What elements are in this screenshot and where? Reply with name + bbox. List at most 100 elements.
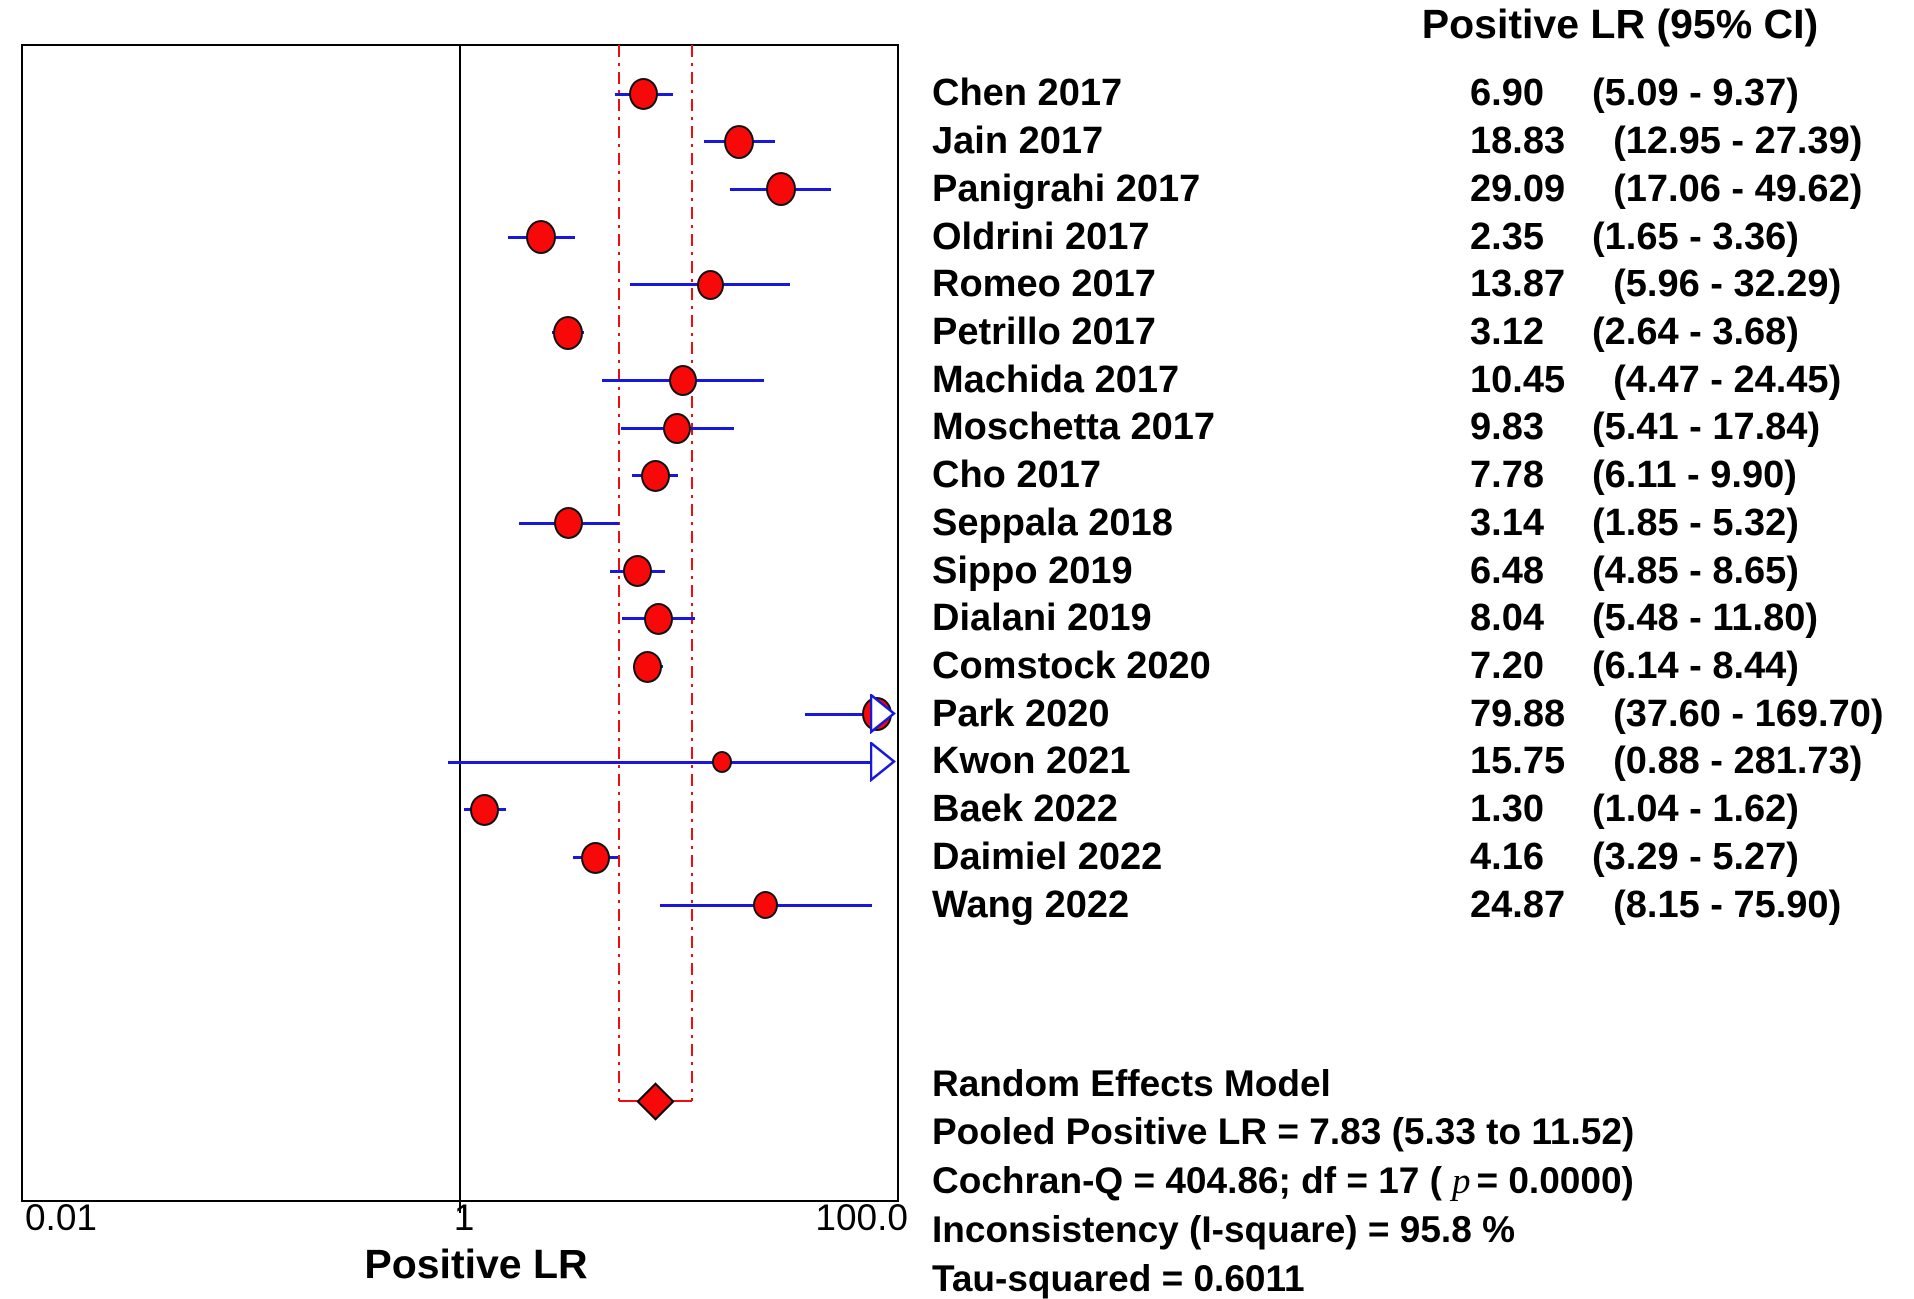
study-ci: (4.47 - 24.45) (1613, 358, 1842, 401)
study-estimate: 18.83 (1470, 120, 1566, 163)
study-ci: (37.60 - 169.70) (1613, 692, 1884, 735)
summary-block: Random Effects Model Pooled Positive LR =… (932, 1060, 1914, 1299)
study-label: Wang 2022 (932, 883, 1130, 926)
study-row: Baek 2022 1.30 (1.04 - 1.62) (932, 786, 1914, 834)
study-marker (581, 841, 611, 874)
study-ci: (0.88 - 281.73) (1613, 740, 1863, 783)
x-tick-min: 0.01 (24, 1197, 97, 1238)
study-marker (554, 507, 584, 540)
study-row: Seppala 2018 3.14 (1.85 - 5.32) (932, 499, 1914, 547)
summary-line: Pooled Positive LR = 7.83 (5.33 to 11.52… (932, 1111, 1635, 1153)
study-row: Daimiel 2022 4.16 (3.29 - 5.27) (932, 834, 1914, 882)
study-label: Moschetta 2017 (932, 406, 1216, 449)
study-row: Oldrini 2017 2.35 (1.65 - 3.36) (932, 213, 1914, 261)
study-ci: (5.09 - 9.37) (1591, 72, 1799, 115)
study-row: Kwon 2021 15.75 (0.88 - 281.73) (932, 738, 1914, 786)
study-table: Chen 2017 6.90 (5.09 - 9.37) Jain 2017 18.83… (932, 70, 1914, 929)
study-marker (640, 459, 670, 492)
study-estimate: 3.12 (1470, 310, 1544, 353)
study-ci: (5.41 - 17.84) (1591, 406, 1821, 449)
study-estimate: 29.09 (1470, 167, 1566, 210)
study-row: Park 2020 79.88 (37.60 - 169.70) (932, 690, 1914, 738)
study-ci: (1.85 - 5.32) (1591, 501, 1799, 544)
study-row: Jain 2017 18.83 (12.95 - 27.39) (932, 118, 1914, 166)
summary-line: Cochran-Q = 404.86; df = 17 (p = 0.0000) (932, 1159, 1634, 1202)
study-marker (724, 124, 755, 159)
x-tick-one: 1 (453, 1197, 475, 1238)
study-ci: (8.15 - 75.90) (1613, 883, 1842, 926)
study-marker (526, 220, 557, 255)
study-label: Sippo 2019 (932, 549, 1133, 592)
study-marker (623, 555, 653, 588)
pooled-ci-upper-line (691, 45, 694, 1101)
pooled-ci-lower-line (618, 45, 621, 1101)
study-marker (753, 891, 779, 920)
study-estimate: 7.20 (1470, 644, 1544, 687)
ci-line (804, 712, 892, 716)
study-label: Park 2020 (932, 692, 1110, 735)
study-row: Moschetta 2017 9.83 (5.41 - 17.84) (932, 404, 1914, 452)
study-label: Petrillo 2017 (932, 310, 1156, 353)
study-marker (633, 650, 663, 683)
x-tick-max: 100.0 (815, 1197, 908, 1238)
study-label: Kwon 2021 (932, 740, 1131, 783)
study-estimate: 10.45 (1470, 358, 1566, 401)
study-label: Comstock 2020 (932, 644, 1211, 687)
study-label: Baek 2022 (932, 788, 1118, 831)
study-ci: (12.95 - 27.39) (1613, 120, 1863, 163)
study-label: Oldrini 2017 (932, 215, 1150, 258)
study-ci: (17.06 - 49.62) (1613, 167, 1863, 210)
summary-line: Tau-squared = 0.6011 (932, 1257, 1305, 1299)
x-axis-title: Positive LR (364, 1241, 588, 1287)
study-marker (629, 78, 659, 110)
study-label: Dialani 2019 (932, 597, 1152, 640)
study-row: Panigrahi 2017 29.09 (17.06 - 49.62) (932, 165, 1914, 213)
study-marker (712, 751, 733, 774)
study-row: Dialani 2019 8.04 (5.48 - 11.80) (932, 595, 1914, 643)
study-estimate: 2.35 (1470, 215, 1544, 258)
study-estimate: 6.90 (1470, 72, 1544, 115)
study-marker (470, 793, 500, 826)
ci-overflow-arrow-icon (870, 742, 896, 783)
ci-overflow-arrow-icon (870, 694, 896, 735)
study-ci: (2.64 - 3.68) (1591, 310, 1799, 353)
study-label: Machida 2017 (932, 358, 1180, 401)
study-row: Sippo 2019 6.48 (4.85 - 8.65) (932, 547, 1914, 595)
study-row: Petrillo 2017 3.12 (2.64 - 3.68) (932, 309, 1914, 357)
study-row: Cho 2017 7.78 (6.11 - 9.90) (932, 452, 1914, 500)
study-row: Wang 2022 24.87 (8.15 - 75.90) (932, 881, 1914, 929)
study-estimate: 24.87 (1470, 883, 1566, 926)
study-estimate: 4.16 (1470, 835, 1544, 878)
study-marker (643, 602, 673, 635)
study-marker (669, 364, 698, 396)
study-ci: (1.65 - 3.36) (1591, 215, 1799, 258)
study-label: Chen 2017 (932, 72, 1123, 115)
study-estimate: 9.83 (1470, 406, 1544, 449)
reference-line-1 (459, 45, 461, 1213)
study-label: Cho 2017 (932, 454, 1101, 497)
study-ci: (6.11 - 9.90) (1591, 454, 1797, 497)
study-ci: (3.29 - 5.27) (1591, 835, 1799, 878)
study-marker (696, 269, 724, 300)
study-estimate: 3.14 (1470, 501, 1544, 544)
summary-line: Inconsistency (I-square) = 95.8 % (932, 1209, 1515, 1251)
study-row: Chen 2017 6.90 (5.09 - 9.37) (932, 70, 1914, 118)
study-ci: (5.48 - 11.80) (1591, 597, 1819, 640)
study-estimate: 7.78 (1470, 454, 1544, 497)
study-ci: (6.14 - 8.44) (1591, 644, 1799, 687)
column-header: Positive LR (95% CI) (1421, 1, 1819, 47)
study-label: Jain 2017 (932, 120, 1104, 163)
p-value-symbol: p (1451, 1160, 1471, 1202)
study-row: Comstock 2020 7.20 (6.14 - 8.44) (932, 643, 1914, 691)
study-label: Romeo 2017 (932, 263, 1156, 306)
study-estimate: 6.48 (1470, 549, 1544, 592)
study-label: Daimiel 2022 (932, 835, 1163, 878)
study-marker (663, 412, 692, 444)
study-estimate: 15.75 (1470, 740, 1566, 783)
study-label: Seppala 2018 (932, 501, 1173, 544)
study-marker (553, 315, 584, 350)
summary-line: Random Effects Model (932, 1063, 1331, 1104)
study-estimate: 79.88 (1470, 692, 1566, 735)
study-estimate: 1.30 (1470, 788, 1544, 831)
